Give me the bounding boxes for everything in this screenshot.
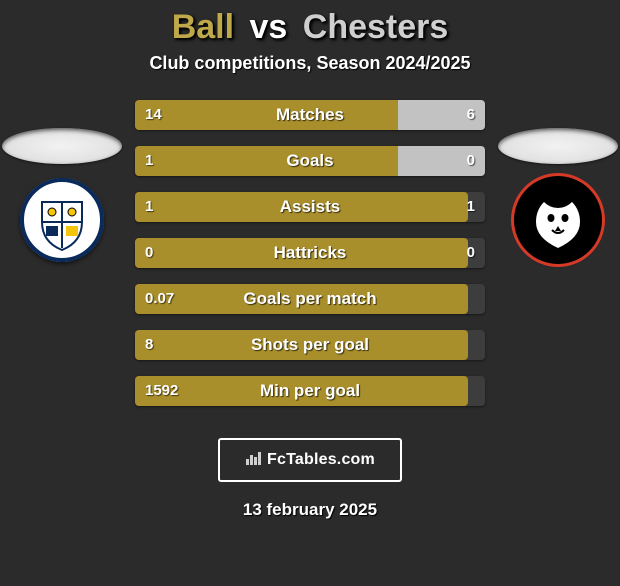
title-player1: Ball bbox=[172, 8, 234, 46]
fctables-logo: FcTables.com bbox=[218, 438, 402, 482]
footer-brand: FcTables.com bbox=[267, 451, 375, 469]
salford-city-crest-icon bbox=[516, 178, 600, 262]
stat-row: 10Goals bbox=[135, 146, 485, 176]
date-text: 13 february 2025 bbox=[0, 500, 620, 520]
footer-brand-prefix: Fc bbox=[267, 451, 286, 468]
stat-label: Matches bbox=[135, 100, 485, 130]
stat-label: Min per goal bbox=[135, 376, 485, 406]
comparison-rows: 146Matches 10Goals 11Assists 00Hattricks 0.0… bbox=[135, 100, 485, 406]
stat-row: 146Matches bbox=[135, 100, 485, 130]
stat-row: 8Shots per goal bbox=[135, 330, 485, 360]
afc-wimbledon-crest-icon bbox=[20, 178, 104, 262]
subtitle: Club competitions, Season 2024/2025 bbox=[0, 53, 620, 74]
title-player2: Chesters bbox=[303, 8, 449, 46]
stat-row: 11Assists bbox=[135, 192, 485, 222]
bar-spark-icon bbox=[245, 450, 263, 471]
left-oval-decoration bbox=[2, 128, 122, 164]
comparison-infographic: Ball vs Chesters Club competitions, Seas… bbox=[0, 0, 620, 586]
stat-label: Hattricks bbox=[135, 238, 485, 268]
stat-row: 0.07Goals per match bbox=[135, 284, 485, 314]
right-oval-decoration bbox=[498, 128, 618, 164]
stat-label: Goals bbox=[135, 146, 485, 176]
stat-label: Shots per goal bbox=[135, 330, 485, 360]
stat-label: Assists bbox=[135, 192, 485, 222]
stat-row: 00Hattricks bbox=[135, 238, 485, 268]
stat-row: 1592Min per goal bbox=[135, 376, 485, 406]
footer-brand-rest: Tables.com bbox=[286, 451, 375, 468]
title-vs: vs bbox=[250, 8, 288, 46]
stat-label: Goals per match bbox=[135, 284, 485, 314]
page-title: Ball vs Chesters bbox=[0, 8, 620, 47]
